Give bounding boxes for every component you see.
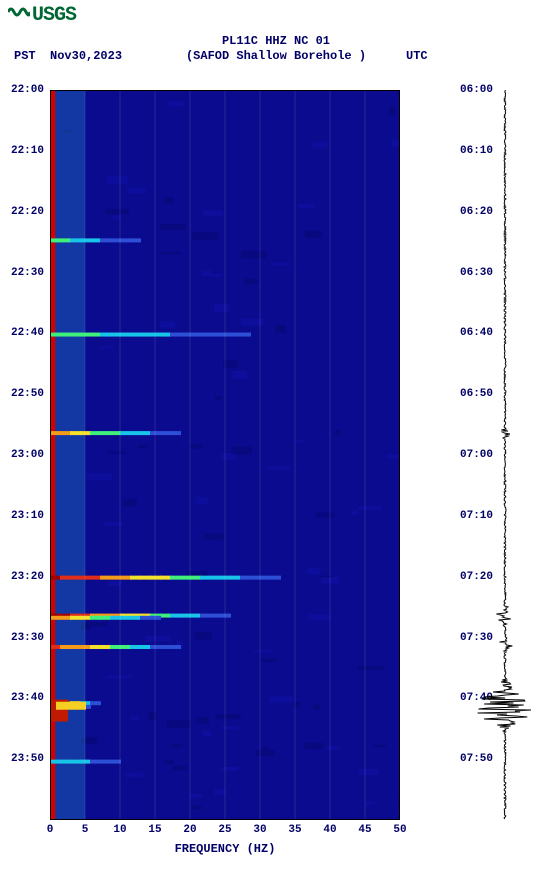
tz-left: PST [14,49,36,63]
y-tick-left: 22:10 [11,145,50,157]
y-tick-left: 22:40 [11,327,50,339]
x-tick: 0 [47,820,54,836]
x-axis-label: FREQUENCY (HZ) [50,842,400,856]
y-tick-left: 22:50 [11,388,50,400]
left-timezone-block: PST Nov30,2023 [14,49,122,63]
x-tick: 15 [148,820,161,836]
x-tick: 5 [82,820,89,836]
usgs-logo: USGS [8,4,76,27]
date-label: Nov30,2023 [50,49,122,63]
y-tick-left: 23:30 [11,632,50,644]
y-tick-left: 23:10 [11,510,50,522]
x-tick: 25 [218,820,231,836]
y-tick-left: 23:20 [11,571,50,583]
tz-right: UTC [406,49,428,63]
x-tick: 40 [323,820,336,836]
y-tick-left: 23:50 [11,753,50,765]
x-tick: 20 [183,820,196,836]
y-tick-left: 22:30 [11,267,50,279]
x-tick: 35 [288,820,301,836]
y-tick-left: 22:20 [11,206,50,218]
y-tick-left: 23:40 [11,692,50,704]
logo-wave-icon [8,4,30,27]
logo-text: USGS [32,4,76,27]
seismogram-trace [470,90,540,820]
x-tick: 10 [113,820,126,836]
x-tick: 45 [358,820,371,836]
y-tick-left: 23:00 [11,449,50,461]
spectrogram-plot: 0510152025303540455022:0022:1022:2022:30… [50,90,400,820]
y-tick-left: 22:00 [11,84,50,96]
spectrogram-heatmap [50,90,400,820]
x-tick: 50 [393,820,406,836]
station-channel: PL11C HHZ NC 01 [0,34,552,49]
x-tick: 30 [253,820,266,836]
